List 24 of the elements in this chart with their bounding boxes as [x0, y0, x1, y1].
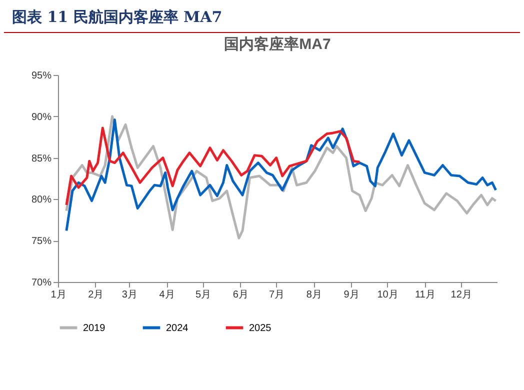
x-tick-label: 11月	[414, 290, 436, 300]
x-tick-label: 2月	[88, 290, 104, 300]
x-tick-label: 6月	[232, 290, 248, 300]
y-tick-label: 85%	[31, 153, 52, 164]
line-series	[65, 126, 361, 206]
x-tick-label: 4月	[159, 290, 175, 300]
y-tick-label: 75%	[31, 236, 52, 248]
legend-label: 2019	[83, 322, 106, 334]
y-tick-label: 90%	[31, 112, 52, 123]
legend-label: 2025	[249, 322, 272, 334]
x-tick-label: 8月	[306, 290, 322, 300]
chart-title: 图表 11 民航国内客座率 MA7	[4, 0, 520, 33]
x-tick-label: 5月	[195, 290, 212, 300]
x-tick-label: 9月	[344, 290, 360, 300]
x-tick-label: 10月	[377, 290, 398, 300]
x-tick-label: 3月	[122, 290, 138, 300]
y-tick-label: 80%	[31, 194, 52, 206]
y-tick-label: 95%	[31, 70, 52, 82]
x-tick-label: 12月	[450, 290, 472, 300]
x-tick-label: 1月	[50, 290, 66, 300]
legend-label: 2024	[166, 322, 189, 334]
chart-subtitle: 国内客座率MA7	[224, 35, 331, 53]
y-tick-label: 70%	[31, 278, 52, 288]
x-tick-label: 7月	[269, 290, 285, 300]
